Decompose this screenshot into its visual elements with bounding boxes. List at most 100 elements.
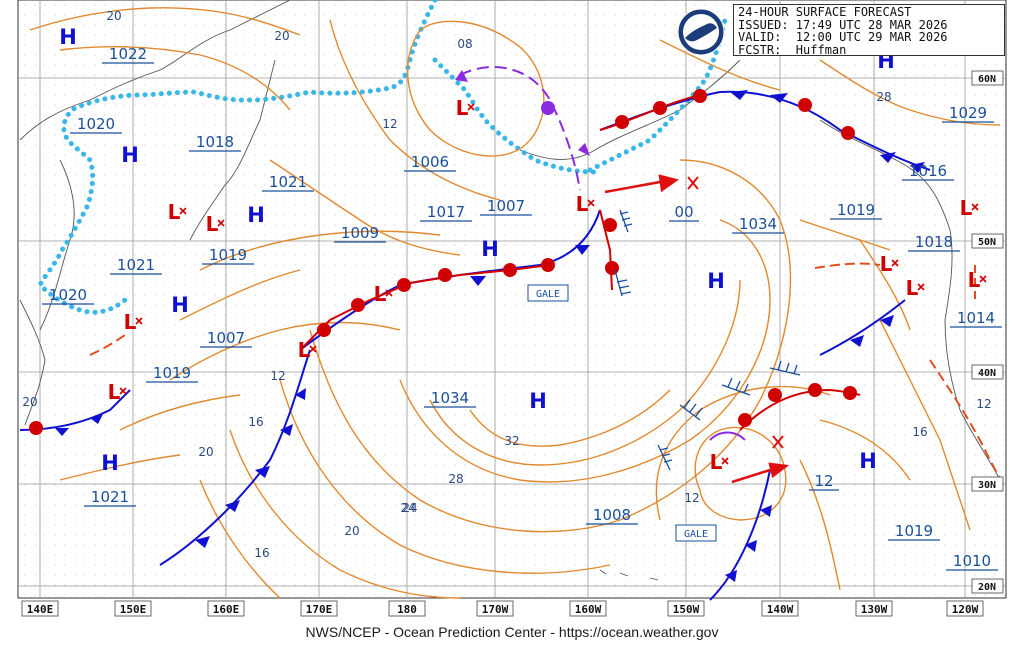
- front-symbols: [29, 70, 925, 582]
- low-x-mark: [179, 207, 187, 215]
- isobar-label: 12: [684, 491, 699, 505]
- low-x-mark: [971, 203, 979, 211]
- pressure-value: 1021: [117, 256, 155, 274]
- low-pressure-marker: L: [298, 338, 311, 362]
- isobar-label: 12: [382, 117, 397, 131]
- lat-label-box: [971, 476, 1004, 492]
- pressure-value: 1019: [895, 522, 933, 540]
- pressure-value: 1018: [915, 233, 953, 251]
- noaa-logo: [677, 8, 725, 56]
- lon-label: 130W: [861, 603, 888, 616]
- lat-label: 40N: [978, 368, 996, 379]
- pressure-value: 1020: [77, 115, 115, 133]
- lon-label-box: [300, 600, 338, 617]
- pressure-value: 1029: [949, 104, 987, 122]
- forecast-info-box: 24-HOUR SURFACE FORECAST ISSUED: 17:49 U…: [733, 4, 1005, 56]
- pressure-value: 1034: [431, 389, 469, 407]
- low-pressure-marker: L: [206, 212, 219, 236]
- pressure-value: 1008: [593, 506, 631, 524]
- lon-label-box: [855, 600, 893, 617]
- low-pressure-marker: L: [576, 192, 589, 216]
- valid-time: VALID: 12:00 UTC 29 MAR 2026: [738, 30, 948, 44]
- lon-label-box: [207, 600, 245, 617]
- pressure-value: 1017: [427, 203, 465, 221]
- gale-warning-box: [527, 284, 569, 302]
- lat-label-box: [971, 233, 1004, 249]
- high-pressure-marker: H: [121, 143, 139, 167]
- coastlines: [19, 0, 1001, 581]
- low-x-mark: [467, 103, 475, 111]
- high-pressure-marker: H: [171, 293, 189, 317]
- low-x-mark: [979, 275, 987, 283]
- lon-label-box: [569, 600, 607, 617]
- pressure-value: 12: [814, 472, 833, 490]
- pressure-value: 1007: [207, 329, 245, 347]
- pressure-value: 00: [674, 203, 693, 221]
- low-x-mark: [119, 387, 127, 395]
- low-x-mark: [135, 317, 143, 325]
- map-background: [18, 0, 1006, 598]
- pressure-value: 1022: [109, 45, 147, 63]
- low-pressure-marker: L: [710, 450, 723, 474]
- gale-warning-box: [675, 524, 717, 542]
- isobar-label: 20: [106, 9, 121, 23]
- isobar-label: 24: [400, 501, 415, 515]
- lon-label: 150W: [673, 603, 700, 616]
- high-pressure-marker: H: [859, 449, 877, 473]
- lat-label: 30N: [978, 480, 996, 491]
- lon-label: 140E: [27, 603, 54, 616]
- pressure-value: 1019: [153, 364, 191, 382]
- low-x-mark: [217, 219, 225, 227]
- isobar-label: 20: [344, 524, 359, 538]
- pressure-value: 1021: [269, 173, 307, 191]
- pressure-value: 1020: [49, 286, 87, 304]
- pressure-value: 1034: [739, 215, 777, 233]
- isobar-label: 16: [248, 415, 263, 429]
- low-pressure-marker: L: [906, 276, 919, 300]
- isobar-label: 12: [270, 369, 285, 383]
- lon-label-box: [114, 600, 152, 617]
- isobar-label: 28: [876, 90, 891, 104]
- isobar-label: 20: [274, 29, 289, 43]
- lon-label: 170E: [306, 603, 333, 616]
- pressure-value: 1007: [487, 197, 525, 215]
- forecaster: FCSTR: Huffman: [738, 42, 847, 57]
- lon-label: 180: [397, 603, 417, 616]
- high-pressure-marker: H: [247, 203, 265, 227]
- latitude-labels: 60N 50N 40N 30N 20N: [971, 70, 1004, 594]
- low-pressure-marker: L: [456, 96, 469, 120]
- isobar-label: 16: [912, 425, 927, 439]
- isobar-label: 20: [22, 395, 37, 409]
- issued-time: ISSUED: 17:49 UTC 28 MAR 2026: [738, 17, 948, 32]
- low-x-mark: [587, 199, 595, 207]
- lon-label: 140W: [767, 603, 794, 616]
- pressure-value: 1018: [196, 133, 234, 151]
- low-x-mark: [721, 457, 729, 465]
- isobars: [29, 7, 1001, 599]
- high-pressure-marker: H: [101, 451, 119, 475]
- isobar-label: 24: [402, 501, 417, 515]
- isobar-label: 32: [504, 434, 519, 448]
- low-pressure-marker: L: [960, 196, 973, 220]
- isobar-label: 16: [254, 546, 269, 560]
- longitude-labels: 140E 150E 160E 170E 180 170W 160W 150W 140W 130W 1…: [21, 600, 984, 617]
- lon-label-box: [476, 600, 514, 617]
- low-pressure-marker: L: [168, 200, 181, 224]
- lon-label-box: [761, 600, 799, 617]
- high-pressure-marker: H: [707, 269, 725, 293]
- isobar-label: 08: [457, 37, 472, 51]
- high-pressure-marker: H: [59, 25, 77, 49]
- motion-arrows: [604, 174, 790, 484]
- high-pressure-marker: H: [529, 389, 547, 413]
- lat-label-box: [971, 70, 1004, 86]
- pressure-value: 1021: [91, 488, 129, 506]
- low-pressure-marker: L: [108, 380, 121, 404]
- low-pressure-marker: L: [374, 282, 387, 306]
- low-x-mark: [385, 289, 393, 297]
- pressure-value: 1010: [953, 552, 991, 570]
- lon-label: 120W: [952, 603, 979, 616]
- wind-barbs: [614, 209, 801, 471]
- lon-label: 170W: [482, 603, 509, 616]
